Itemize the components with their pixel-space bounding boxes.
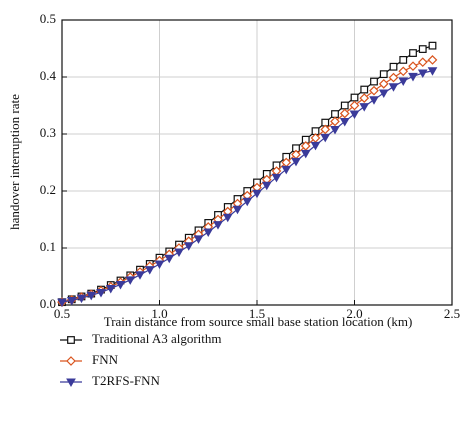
legend-label: FNN: [92, 352, 119, 367]
data-point: [398, 66, 409, 77]
series-line: [61, 59, 433, 303]
data-point: [193, 235, 204, 244]
data-point: [427, 55, 438, 65]
data-point: [183, 242, 194, 251]
data-point: [418, 45, 427, 53]
data-point: [369, 96, 379, 105]
y-tick-label: 0.0: [40, 296, 56, 311]
data-point: [291, 157, 301, 167]
data-point: [57, 298, 67, 308]
data-point: [96, 288, 106, 298]
plot-frame: [61, 19, 453, 306]
data-point: [350, 93, 359, 102]
data-point: [310, 141, 321, 151]
data-point: [427, 67, 438, 76]
x-tick-label: 1.0: [151, 306, 167, 321]
data-point: [164, 254, 175, 264]
data-point: [86, 291, 97, 301]
data-point: [339, 117, 350, 127]
data-point: [417, 57, 428, 68]
y-tick-label: 0.1: [40, 239, 56, 254]
data-point: [379, 70, 388, 79]
data-point: [125, 276, 136, 285]
data-point: [349, 100, 360, 111]
data-point: [203, 228, 214, 238]
data-point: [398, 77, 409, 86]
data-point: [359, 93, 370, 103]
data-point: [378, 89, 389, 98]
x-tick-label: 1.5: [249, 306, 265, 321]
data-point: [300, 149, 311, 159]
data-point: [144, 266, 155, 275]
x-axis-label: Train distance from source small base st…: [104, 314, 413, 329]
data-point: [105, 284, 116, 294]
data-point: [360, 85, 369, 94]
data-point: [408, 61, 418, 72]
data-point: [388, 72, 399, 83]
data-point: [135, 271, 145, 280]
data-point: [389, 62, 398, 71]
x-tick-label: 0.5: [54, 306, 70, 321]
data-point: [331, 110, 339, 118]
data-point: [417, 69, 428, 79]
data-point: [320, 133, 331, 143]
legend-label: T2RFS-FNN: [92, 373, 161, 388]
legend-marker: [66, 356, 76, 366]
data-point: [232, 205, 243, 215]
x-tick-label: 2.0: [346, 306, 362, 321]
data-point: [115, 280, 126, 290]
data-point: [261, 181, 272, 191]
data-point: [339, 108, 350, 119]
data-point: [154, 260, 165, 269]
y-tick-label: 0.2: [40, 182, 56, 197]
legend-label: Traditional A3 algorithm: [92, 331, 222, 346]
data-point: [242, 197, 253, 207]
data-point: [281, 165, 292, 175]
data-point: [409, 49, 417, 57]
data-point: [330, 125, 340, 135]
y-tick-label: 0.5: [40, 11, 56, 26]
data-point: [252, 189, 262, 199]
data-point: [320, 124, 331, 135]
data-point: [370, 77, 378, 86]
data-point: [174, 248, 184, 257]
series-line: [61, 70, 433, 303]
data-point: [428, 41, 437, 50]
y-tick-label: 0.4: [40, 68, 57, 83]
data-point: [408, 72, 418, 82]
legend-marker: [66, 378, 76, 388]
data-point: [399, 55, 408, 64]
data-point: [369, 85, 379, 96]
data-point: [330, 116, 340, 127]
data-point: [388, 83, 399, 92]
data-point: [222, 213, 233, 223]
data-point: [359, 103, 370, 112]
legend-marker: [67, 336, 75, 344]
data-point: [271, 173, 282, 183]
data-point: [213, 221, 223, 230]
y-tick-label: 0.3: [40, 125, 56, 140]
data-point: [76, 294, 87, 304]
data-point: [340, 101, 349, 110]
data-point: [378, 78, 389, 89]
data-point: [349, 110, 360, 120]
data-point: [66, 296, 77, 306]
x-tick-label: 2.5: [444, 306, 460, 321]
y-axis-label: handover interruption rate: [7, 94, 22, 230]
